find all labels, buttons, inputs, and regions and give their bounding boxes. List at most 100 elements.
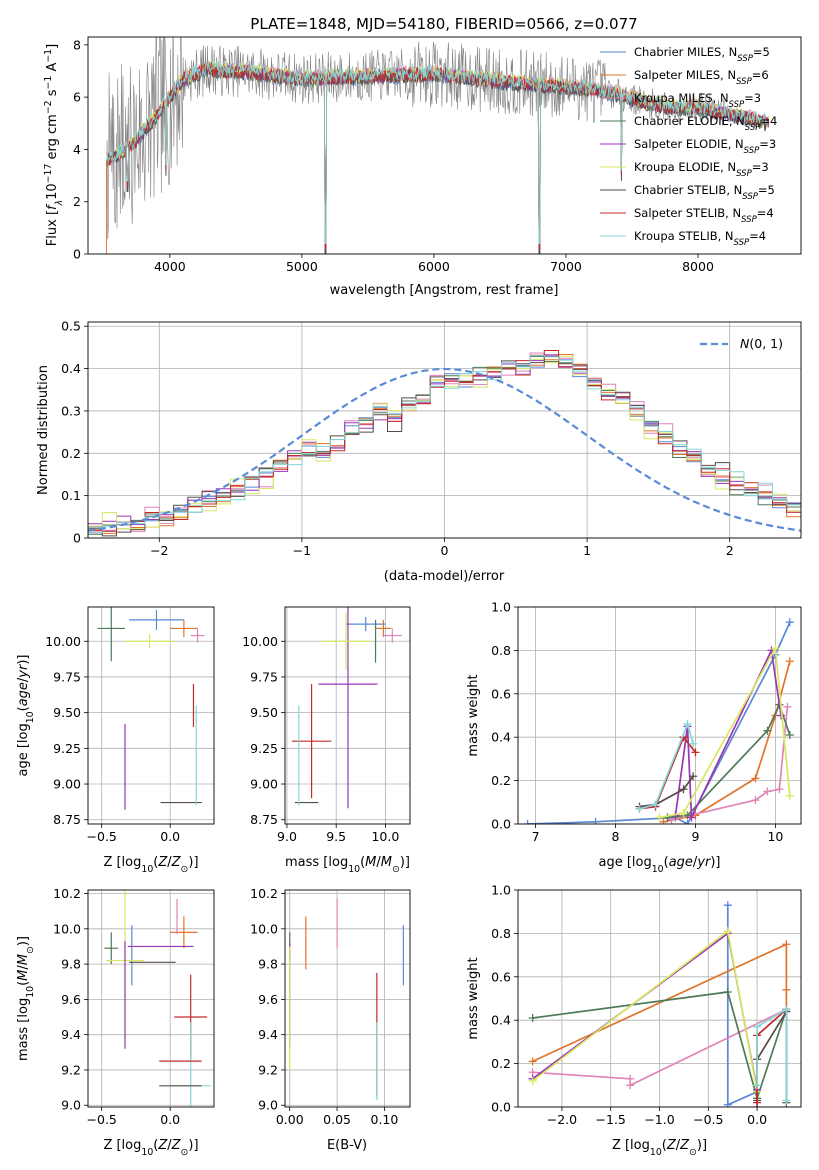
histogram-kroupa-stelib bbox=[88, 355, 801, 534]
y-tick-label: 0.8 bbox=[491, 643, 511, 658]
x-tick-label: −1.5 bbox=[596, 1112, 626, 1127]
weight-marker-kroupa-stelib bbox=[782, 1096, 791, 1105]
y-tick-label: 10.00 bbox=[242, 634, 278, 649]
label-part: 10 bbox=[141, 1147, 153, 1158]
axes-frame bbox=[87, 36, 802, 255]
label-part: 10 bbox=[45, 183, 60, 200]
weight-marker-kroupa-elodie bbox=[723, 927, 732, 936]
label-part: s bbox=[45, 89, 60, 100]
chart-weight_vs_Z: −2.0 −1.5 −1.0 −0.5 0.0 0.0 0.2 0.4 0.6 0.8 1.0 Z [… bbox=[466, 883, 802, 1158]
legend-nssp-value: =3 bbox=[744, 91, 761, 105]
y-tick-label: 9.0 bbox=[61, 1098, 81, 1113]
x-axis-label: Z [log10(Z/Z⊙)] bbox=[612, 1138, 707, 1158]
y-tick-label: 9.50 bbox=[53, 705, 81, 720]
label-part: )] bbox=[710, 855, 720, 870]
label-part: ( bbox=[664, 855, 669, 870]
y-axis-label: mass [log10(M/M⊙)] bbox=[16, 936, 36, 1061]
x-tick-label: 5000 bbox=[286, 259, 318, 274]
label-part: 10 bbox=[25, 986, 36, 998]
y-axis-label: Normed distribution bbox=[36, 365, 51, 495]
x-tick-label: 0.0 bbox=[160, 829, 180, 844]
label-part: yr bbox=[696, 855, 712, 870]
y-tick-label: 9.6 bbox=[61, 992, 81, 1007]
legend-subscript: SSP bbox=[737, 54, 753, 64]
label-part: (0, 1) bbox=[749, 336, 783, 351]
y-tick-label: 9.6 bbox=[258, 992, 278, 1007]
x-tick-label: 9.0 bbox=[277, 829, 297, 844]
x-axis-label: Z [log10(Z/Z⊙)] bbox=[103, 855, 198, 875]
weight-line-kroupa-stelib bbox=[639, 721, 694, 810]
label-part: −2 bbox=[43, 100, 54, 114]
label-part: mass [log bbox=[285, 855, 348, 870]
plot-area bbox=[289, 898, 404, 1100]
chart-age_vs_mass: 9.0 9.5 10.0 8.75 9.00 9.25 9.50 9.75 10.00 mass … bbox=[242, 606, 411, 875]
plot-area bbox=[523, 618, 794, 824]
label-part: ( bbox=[360, 855, 365, 870]
y-tick-label: 9.8 bbox=[61, 957, 81, 972]
label-part: ( bbox=[153, 855, 158, 870]
weight-marker-kroupa-stelib bbox=[753, 1022, 762, 1031]
y-axis-label: Flux [fλ10−17 erg cm−2 s−1 A−1] bbox=[43, 44, 65, 246]
label-part: )] bbox=[16, 936, 31, 946]
x-tick-label: 0.10 bbox=[371, 1112, 399, 1127]
weight-marker-salpeter-miles bbox=[659, 817, 668, 824]
label-part: ( bbox=[662, 1138, 667, 1153]
x-tick-label: −1 bbox=[293, 543, 311, 558]
label-part: −17 bbox=[43, 164, 54, 184]
y-tick-label: 10.2 bbox=[250, 886, 278, 901]
figure-title: PLATE=1848, MJD=54180, FIBERID=0566, z=0… bbox=[250, 15, 637, 33]
label-part: Z [log bbox=[612, 1138, 650, 1153]
chart-mass_vs_EBV: 0.00 0.05 0.10 9.0 9.2 9.4 9.6 9.8 10.0 10.2 E(B-V… bbox=[250, 886, 411, 1153]
y-tick-label: 9.00 bbox=[53, 777, 81, 792]
weight-marker-kroupa-stelib bbox=[651, 800, 660, 809]
legend-nssp-value: =4 bbox=[757, 206, 774, 220]
label-part: ( bbox=[16, 706, 31, 711]
plot-area bbox=[88, 350, 801, 537]
y-tick-label: 0.0 bbox=[491, 1100, 511, 1115]
gaussian-curve bbox=[88, 367, 801, 532]
x-tick-label: 0.05 bbox=[323, 1112, 351, 1127]
weight-marker-salpeter-miles bbox=[782, 985, 791, 994]
x-tick-label: −0.5 bbox=[87, 1112, 117, 1127]
label-part: )] bbox=[400, 855, 410, 870]
x-tick-label: 9 bbox=[691, 829, 699, 844]
label-part: / bbox=[16, 677, 31, 682]
y-tick-label: 0.2 bbox=[61, 446, 81, 461]
weight-marker-kroupa-elodie bbox=[528, 1076, 537, 1085]
y-tick-label: 10.0 bbox=[53, 921, 81, 936]
x-tick-label: −1.0 bbox=[644, 1112, 674, 1127]
y-tick-label: 1.0 bbox=[491, 883, 511, 898]
label-part: age bbox=[16, 682, 31, 706]
label-part: mass [log bbox=[16, 998, 31, 1061]
weight-marker-chabrier-miles bbox=[723, 1100, 732, 1107]
model-spectrum-kroupa-stelib bbox=[106, 60, 769, 244]
weight-marker-salpeter-miles bbox=[785, 657, 794, 666]
weight-marker-kroupa-stelib bbox=[753, 1081, 762, 1090]
y-tick-label: 0.1 bbox=[61, 488, 81, 503]
label-part: / bbox=[676, 1138, 681, 1153]
y-tick-label: 9.25 bbox=[53, 741, 81, 756]
axes-frame bbox=[284, 606, 411, 825]
x-axis-label: Z [log10(Z/Z⊙)] bbox=[103, 1138, 198, 1158]
y-tick-label: 4 bbox=[73, 142, 81, 157]
label-part: Z bbox=[666, 1138, 677, 1153]
y-tick-label: 9.25 bbox=[250, 741, 278, 756]
y-tick-label: 9.8 bbox=[258, 957, 278, 972]
weight-line-kroupa-elodie bbox=[659, 645, 791, 819]
label-part: Z bbox=[157, 1138, 168, 1153]
x-tick-label: 1 bbox=[583, 543, 591, 558]
legend-subscript: SSP bbox=[741, 215, 757, 225]
y-tick-label: 8 bbox=[73, 37, 81, 52]
x-tick-label: 10.0 bbox=[371, 829, 399, 844]
label-part: M bbox=[16, 970, 31, 981]
y-tick-label: 9.4 bbox=[258, 1027, 278, 1042]
weight-line-chabrier-stelib bbox=[639, 775, 694, 808]
label-part: Z bbox=[157, 855, 168, 870]
legend-subscript: SSP bbox=[745, 123, 761, 133]
weight-marker-chabrier-miles bbox=[723, 901, 732, 910]
label-part: / bbox=[376, 855, 381, 870]
label-part: −1 bbox=[43, 76, 54, 90]
